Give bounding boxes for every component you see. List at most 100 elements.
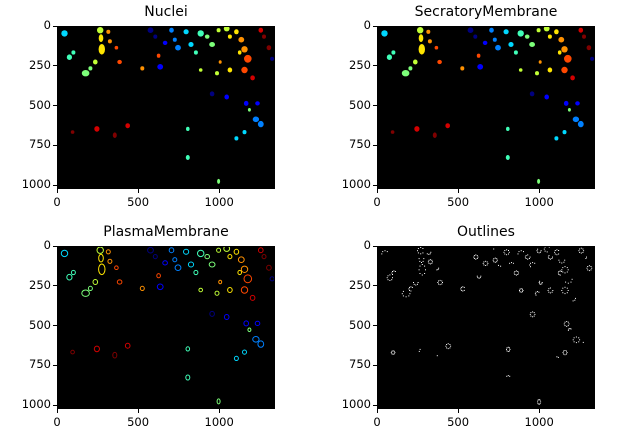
outline-pixel [564,325,566,327]
cell-label [98,263,106,276]
outline-pixel [578,341,580,343]
outline-pixel [478,277,480,279]
cell-label [529,91,535,97]
outline-pixel [572,300,574,302]
x-tick-label: 500 [127,195,150,209]
outline-pixel [520,288,522,290]
outline-pixel [540,251,541,253]
cell-label [156,283,164,291]
outline-pixel [568,328,570,330]
outline-pixel [549,292,551,294]
outline-pixel [540,283,542,285]
cell-label [418,44,425,55]
x-tick-label: 1000 [204,195,234,209]
cell-label [187,261,195,268]
y-tick-mark [373,105,377,107]
outline-pixel [528,258,530,259]
outline-pixel [447,348,449,350]
outline-pixel [391,350,393,352]
outline-pixel [473,256,475,258]
cell-label [223,314,230,320]
y-tick-label: 0 [43,18,51,32]
outline-pixel [390,352,392,354]
cell-label [529,42,535,47]
outline-pixel [513,272,515,274]
cell-label [390,130,395,134]
outline-pixel [590,269,592,271]
outline-pixel [547,256,549,258]
subplot-title: SecratoryMembrane [414,4,558,20]
cell-label [105,249,111,255]
outline-pixel [409,293,411,295]
subplot-title: Nuclei [144,4,188,20]
cell-label [168,247,175,254]
cell-label [209,310,215,317]
cell-label [217,178,221,184]
cell-label [269,276,274,282]
cell-label [209,42,216,47]
outline-pixel [511,262,512,264]
outline-pixel [564,259,566,261]
outline-pixel [580,252,582,254]
cell-label [427,39,432,44]
y-tick-mark [373,25,377,27]
x-tick-label: 500 [447,195,470,209]
cell-label [87,285,93,292]
outline-pixel [476,255,478,257]
outline-pixel [431,259,433,261]
outline-pixel [462,286,464,288]
y-tick-mark [373,184,377,186]
outline-pixel [512,262,514,264]
outline-pixel [421,262,422,263]
cell-label [215,71,219,76]
outline-pixel [548,247,550,248]
cell-label [112,351,118,359]
outline-pixel [537,291,538,293]
cell-label [561,46,568,53]
cell-label [96,247,104,254]
outline-pixel [417,282,419,283]
outline-pixel [487,262,489,264]
outline-pixel [422,260,424,262]
outline-pixel [391,279,393,281]
outline-pixel [520,291,522,293]
y-tick-mark [53,404,57,406]
cell-label [242,349,247,355]
outline-pixel [563,350,565,352]
y-tick-label: 500 [29,317,51,332]
cell-label [204,34,210,39]
cell-label [243,100,249,106]
outline-pixel [420,253,422,255]
outline-pixel [564,354,566,356]
outline-pixel [519,291,521,293]
outline-pixel [585,258,587,259]
cell-label [258,27,264,33]
outline-pixel [552,290,554,291]
cell-label [117,59,122,65]
cell-label [224,94,229,100]
outline-pixel [560,271,562,272]
cell-label [66,273,73,281]
outline-pixel [519,288,521,290]
cell-label [257,120,264,128]
outline-pixel [437,282,439,283]
outline-pixel [445,345,447,347]
outline-pixel [419,260,421,262]
outline-pixel [504,250,506,251]
outline-pixel [564,286,566,288]
outline-pixel [533,315,535,317]
outline-pixel [475,254,477,256]
outline-pixel [562,352,564,354]
outline-pixel [460,289,462,291]
outline-pixel [492,259,494,261]
cell-label [162,40,168,45]
cell-label [214,290,220,296]
cell-label [508,42,514,47]
cell-label [208,261,216,268]
y-tick-mark [53,285,57,287]
cell-label [408,66,413,71]
outline-pixel [428,262,430,264]
outline-pixel [571,278,573,280]
cell-label [218,60,222,64]
outline-pixel [566,292,568,294]
